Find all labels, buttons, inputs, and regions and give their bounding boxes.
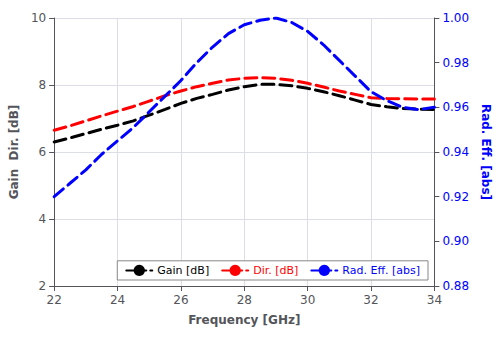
svg-text:28: 28 [237, 293, 252, 307]
svg-text:6: 6 [39, 145, 47, 159]
svg-text:1.00: 1.00 [442, 11, 469, 25]
svg-text:Frequency [GHz]: Frequency [GHz] [188, 313, 300, 327]
svg-text:4: 4 [39, 212, 47, 226]
svg-text:8: 8 [39, 78, 47, 92]
svg-text:0.94: 0.94 [442, 145, 469, 159]
svg-text:10: 10 [31, 11, 46, 25]
svg-text:0.88: 0.88 [442, 279, 469, 293]
svg-text:Gain [dB]: Gain [dB] [157, 264, 209, 277]
svg-text:32: 32 [363, 293, 378, 307]
svg-text:2: 2 [39, 279, 47, 293]
svg-text:30: 30 [300, 293, 315, 307]
svg-text:0.92: 0.92 [442, 190, 469, 204]
svg-text:Dir. [dB]: Dir. [dB] [253, 264, 298, 277]
svg-text:Rad. Eff. [abs]: Rad. Eff. [abs] [479, 104, 493, 200]
svg-text:26: 26 [173, 293, 188, 307]
svg-text:Rad. Eff. [abs]: Rad. Eff. [abs] [342, 264, 420, 277]
svg-text:0.96: 0.96 [442, 100, 469, 114]
svg-text:0.90: 0.90 [442, 234, 469, 248]
svg-text:22: 22 [47, 293, 62, 307]
svg-text:Gain Dir. [dB]: Gain Dir. [dB] [7, 105, 21, 200]
svg-text:34: 34 [427, 293, 442, 307]
svg-text:0.98: 0.98 [442, 56, 469, 70]
svg-text:24: 24 [110, 293, 125, 307]
